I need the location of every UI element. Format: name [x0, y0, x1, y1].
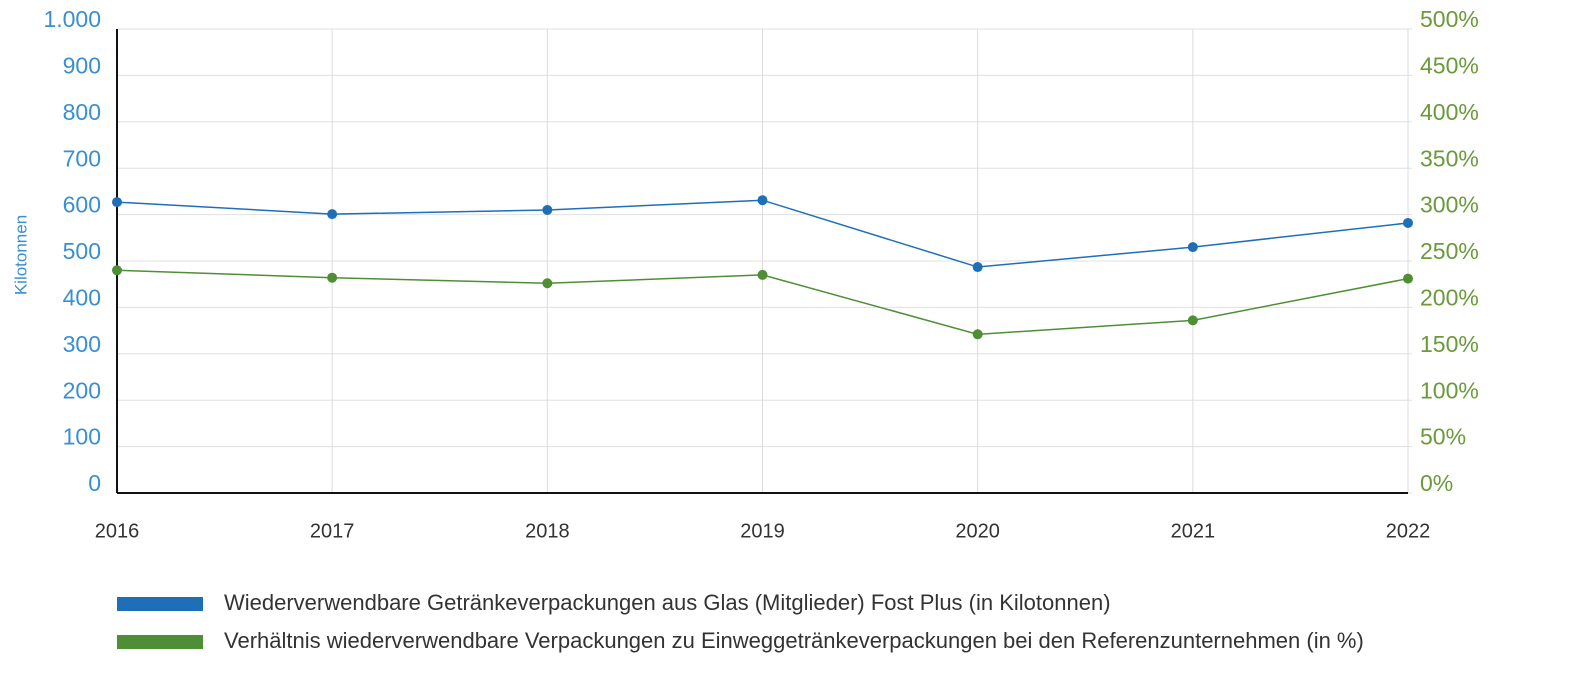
- y2-tick-label: 350%: [1420, 145, 1479, 171]
- y2-tick-label: 250%: [1420, 238, 1479, 264]
- y-tick-label: 600: [63, 192, 101, 218]
- y-tick-label: 400: [63, 284, 101, 310]
- y2-tick-label: 100%: [1420, 377, 1479, 403]
- point: [757, 195, 768, 206]
- point: [757, 269, 768, 280]
- y2-tick-label: 300%: [1420, 192, 1479, 218]
- x-tick-label: 2022: [1386, 520, 1431, 542]
- x-tick-label: 2018: [525, 520, 570, 542]
- y-tick-label: 900: [63, 52, 101, 78]
- y2-tick-label: 200%: [1420, 284, 1479, 310]
- x-tick-label: 2016: [95, 520, 140, 542]
- y2-tick-label: 0%: [1420, 470, 1453, 496]
- y2-tick-label: 150%: [1420, 331, 1479, 357]
- x-tick-label: 2021: [1171, 520, 1216, 542]
- y-axis-title: Kilotonnen: [11, 215, 30, 295]
- point: [112, 197, 122, 208]
- point: [542, 204, 553, 215]
- point: [972, 329, 983, 340]
- legend-swatch: [117, 635, 203, 649]
- x-tick-label: 2020: [955, 520, 1000, 542]
- y2-tick-label: 50%: [1420, 424, 1466, 450]
- y2-tick-label: 500%: [1420, 6, 1479, 32]
- y2-tick-label: 450%: [1420, 52, 1479, 78]
- point: [1187, 315, 1198, 326]
- point: [327, 272, 338, 283]
- point: [327, 209, 338, 220]
- point: [112, 265, 122, 276]
- point: [542, 278, 553, 289]
- x-tick-label: 2019: [740, 520, 785, 542]
- point: [1403, 217, 1413, 228]
- y-tick-label: 300: [63, 331, 101, 357]
- y-tick-label: 200: [63, 377, 101, 403]
- y-tick-label: 800: [63, 99, 101, 125]
- y-tick-label: 500: [63, 238, 101, 264]
- point: [1187, 242, 1198, 253]
- y-tick-label: 100: [63, 424, 101, 450]
- point: [1403, 273, 1413, 284]
- legend-label: Wiederverwendbare Getränkeverpackungen a…: [224, 590, 1111, 615]
- legend-swatch: [117, 597, 203, 611]
- y-tick-label: 700: [63, 145, 101, 171]
- y-tick-label: 1.000: [43, 6, 101, 32]
- y-tick-label: 0: [88, 470, 101, 496]
- point: [972, 262, 983, 273]
- legend-label: Verhältnis wiederverwendbare Verpackunge…: [224, 628, 1364, 653]
- y2-tick-label: 400%: [1420, 99, 1479, 125]
- x-tick-label: 2017: [310, 520, 355, 542]
